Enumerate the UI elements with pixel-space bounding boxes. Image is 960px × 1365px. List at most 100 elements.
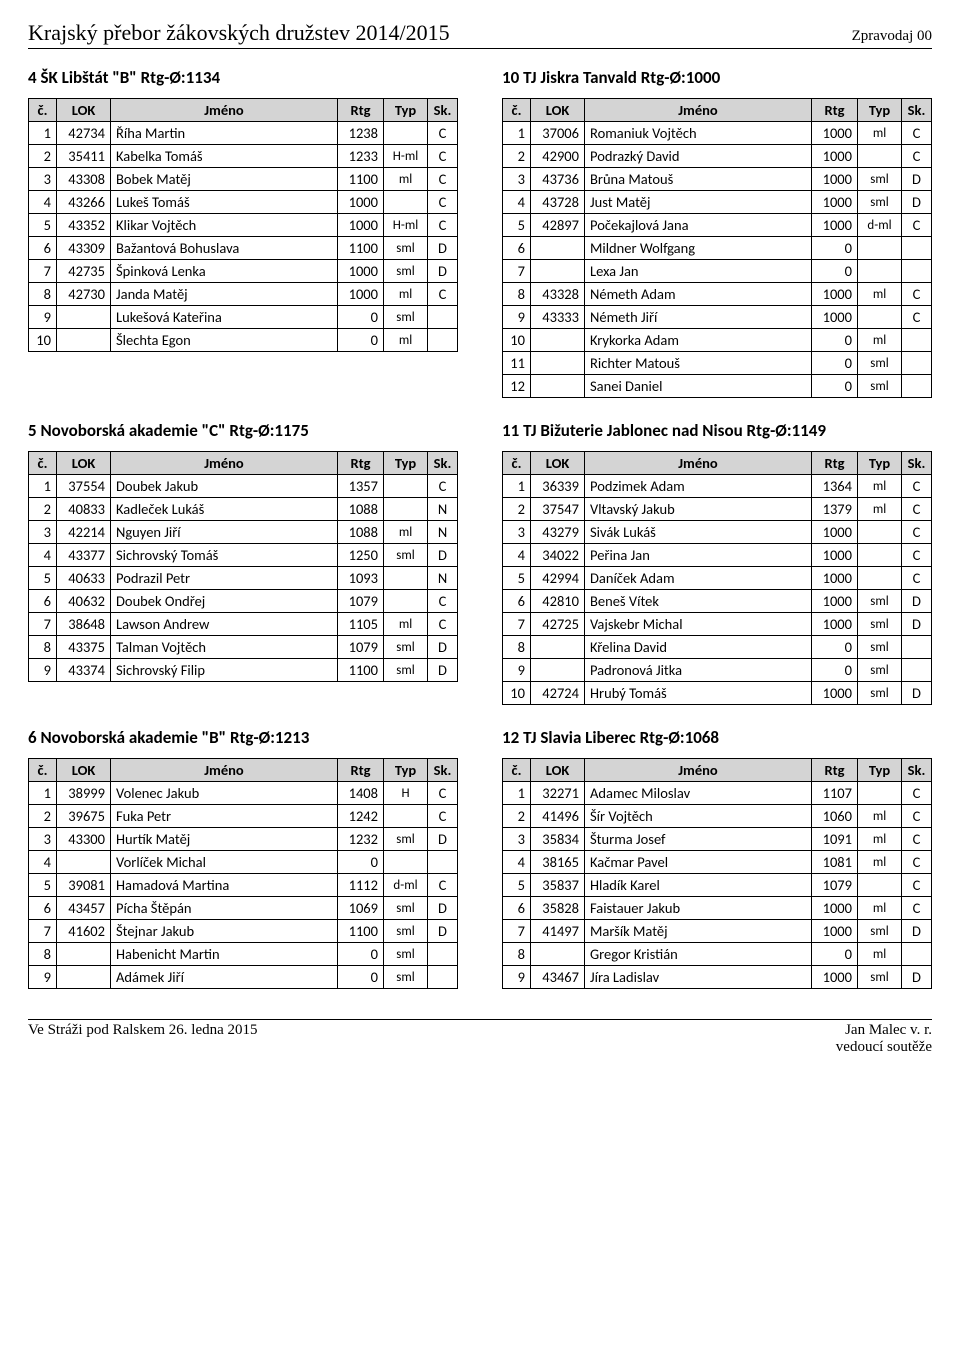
row-rtg: 0 (812, 329, 858, 352)
th-rtg: Rtg (812, 452, 858, 475)
row-lok: 36339 (531, 475, 585, 498)
table-row: 540633Podrazil Petr1093N (29, 567, 458, 590)
th-typ: Typ (384, 99, 428, 122)
row-rtg: 1079 (338, 590, 384, 613)
row-typ: d-ml (384, 874, 428, 897)
row-name: Bažantová Bohuslava (111, 237, 338, 260)
row-num: 5 (503, 214, 531, 237)
th-rtg: Rtg (338, 759, 384, 782)
row-num: 6 (503, 897, 531, 920)
row-num: 4 (29, 851, 57, 874)
th-name: Jméno (111, 99, 338, 122)
row-num: 2 (29, 498, 57, 521)
table-row: 7Lexa Jan0 (503, 260, 932, 283)
row-lok: 43375 (57, 636, 111, 659)
row-rtg: 1000 (338, 191, 384, 214)
row-rtg: 1105 (338, 613, 384, 636)
row-rtg: 0 (812, 260, 858, 283)
row-typ: sml (858, 966, 902, 989)
row-typ: sml (384, 920, 428, 943)
row-rtg: 0 (812, 352, 858, 375)
row-rtg: 1238 (338, 122, 384, 145)
table-header-row: č.LOKJménoRtgTypSk. (29, 452, 458, 475)
row-name: Lukeš Tomáš (111, 191, 338, 214)
th-typ: Typ (384, 759, 428, 782)
row-typ: sml (858, 659, 902, 682)
row-num: 10 (503, 682, 531, 705)
table-row: 11Richter Matouš0sml (503, 352, 932, 375)
row-num: 1 (29, 782, 57, 805)
roster-table: č.LOKJménoRtgTypSk.132271Adamec Miloslav… (502, 758, 932, 989)
row-lok: 43266 (57, 191, 111, 214)
row-typ: ml (858, 283, 902, 306)
row-num: 6 (29, 897, 57, 920)
row-name: Hurtík Matěj (111, 828, 338, 851)
team-title: 6 Novoborská akademie "B" Rtg-Ø:1213 (28, 727, 458, 748)
team-title: 5 Novoborská akademie "C" Rtg-Ø:1175 (28, 420, 458, 441)
row-lok (57, 966, 111, 989)
row-name: Peřina Jan (585, 544, 812, 567)
row-rtg: 1000 (812, 544, 858, 567)
row-rtg: 1232 (338, 828, 384, 851)
th-num: č. (29, 99, 57, 122)
row-sk: D (902, 682, 932, 705)
row-typ (858, 260, 902, 283)
row-lok: 43333 (531, 306, 585, 329)
table-row: 240833Kadleček Lukáš1088N (29, 498, 458, 521)
page-header: Krajský přebor žákovských družstev 2014/… (28, 20, 932, 49)
row-rtg: 1242 (338, 805, 384, 828)
table-row: 142734Říha Martin1238C (29, 122, 458, 145)
row-name: Hamadová Martina (111, 874, 338, 897)
row-lok: 35411 (57, 145, 111, 168)
row-name: Daníček Adam (585, 567, 812, 590)
row-rtg: 1379 (812, 498, 858, 521)
row-typ: ml (384, 168, 428, 191)
row-typ: ml (858, 475, 902, 498)
th-num: č. (503, 452, 531, 475)
row-rtg: 1233 (338, 145, 384, 168)
row-num: 7 (503, 613, 531, 636)
table-row: 539081Hamadová Martina1112d-mlC (29, 874, 458, 897)
row-rtg: 1100 (338, 659, 384, 682)
th-lok: LOK (531, 99, 585, 122)
row-name: Počekajlová Jana (585, 214, 812, 237)
row-name: Špinková Lenka (111, 260, 338, 283)
table-row: 138999Volenec Jakub1408HC (29, 782, 458, 805)
row-sk: C (902, 498, 932, 521)
row-lok: 32271 (531, 782, 585, 805)
row-sk: C (428, 475, 458, 498)
th-typ: Typ (858, 452, 902, 475)
row-name: Šír Vojtěch (585, 805, 812, 828)
row-num: 7 (503, 920, 531, 943)
row-name: Říha Martin (111, 122, 338, 145)
table-row: 343279Sivák Lukáš1000C (503, 521, 932, 544)
row-name: Klikar Vojtěch (111, 214, 338, 237)
footer-right: Jan Malec v. r. vedoucí soutěže (836, 1022, 932, 1056)
th-num: č. (29, 759, 57, 782)
row-lok: 43308 (57, 168, 111, 191)
row-lok: 42214 (57, 521, 111, 544)
row-num: 3 (29, 828, 57, 851)
roster-table: č.LOKJménoRtgTypSk.142734Říha Martin1238… (28, 98, 458, 352)
team-block: 6 Novoborská akademie "B" Rtg-Ø:1213č.LO… (28, 727, 458, 989)
row-name: Štejnar Jakub (111, 920, 338, 943)
row-lok (531, 659, 585, 682)
row-typ (858, 567, 902, 590)
row-num: 5 (29, 214, 57, 237)
row-num: 1 (503, 782, 531, 805)
row-num: 2 (503, 145, 531, 168)
row-typ: sml (858, 590, 902, 613)
row-name: Adámek Jiří (111, 966, 338, 989)
row-num: 1 (503, 475, 531, 498)
row-lok: 35834 (531, 828, 585, 851)
row-name: Pícha Štěpán (111, 897, 338, 920)
th-typ: Typ (858, 759, 902, 782)
row-num: 8 (29, 943, 57, 966)
row-lok: 39081 (57, 874, 111, 897)
table-row: 12Sanei Daniel0sml (503, 375, 932, 398)
th-lok: LOK (531, 759, 585, 782)
row-name: Maršík Matěj (585, 920, 812, 943)
row-lok: 40833 (57, 498, 111, 521)
row-sk (428, 329, 458, 352)
row-rtg: 1000 (812, 306, 858, 329)
